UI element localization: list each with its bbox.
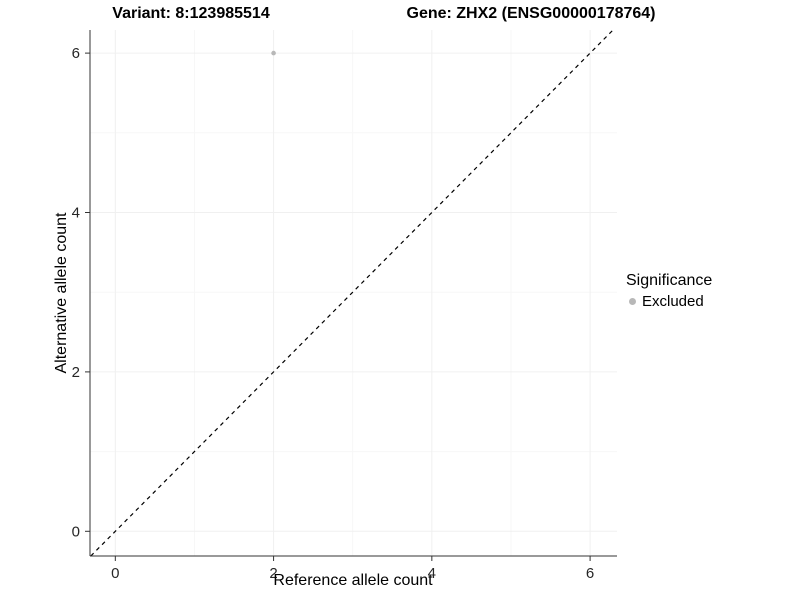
x-tick-label: 0 (111, 565, 119, 582)
x-axis-title: Reference allele count (273, 572, 433, 589)
x-tick-label: 2 (269, 565, 277, 582)
y-tick-label: 2 (72, 364, 80, 381)
legend-entry-label: Excluded (642, 293, 704, 310)
y-tick-label: 4 (72, 205, 80, 222)
excluded-point-icon (629, 298, 636, 305)
y-tick-label: 6 (72, 45, 80, 62)
variant-title: Variant: 8:123985514 (112, 5, 270, 22)
legend-title: Significance (626, 272, 713, 289)
y-axis-title: Alternative allele count (53, 212, 70, 374)
y-tick-label: 0 (72, 523, 80, 540)
identity-line (90, 29, 614, 557)
data-point (271, 50, 276, 56)
gene-title: Gene: ZHX2 (ENSG00000178764) (406, 5, 656, 22)
legend: Significance Excluded (626, 272, 712, 310)
x-tick-label: 4 (428, 565, 436, 582)
legend-entry-excluded: Excluded (626, 293, 712, 310)
x-tick-label: 6 (586, 565, 594, 582)
plot-panel (90, 30, 617, 556)
